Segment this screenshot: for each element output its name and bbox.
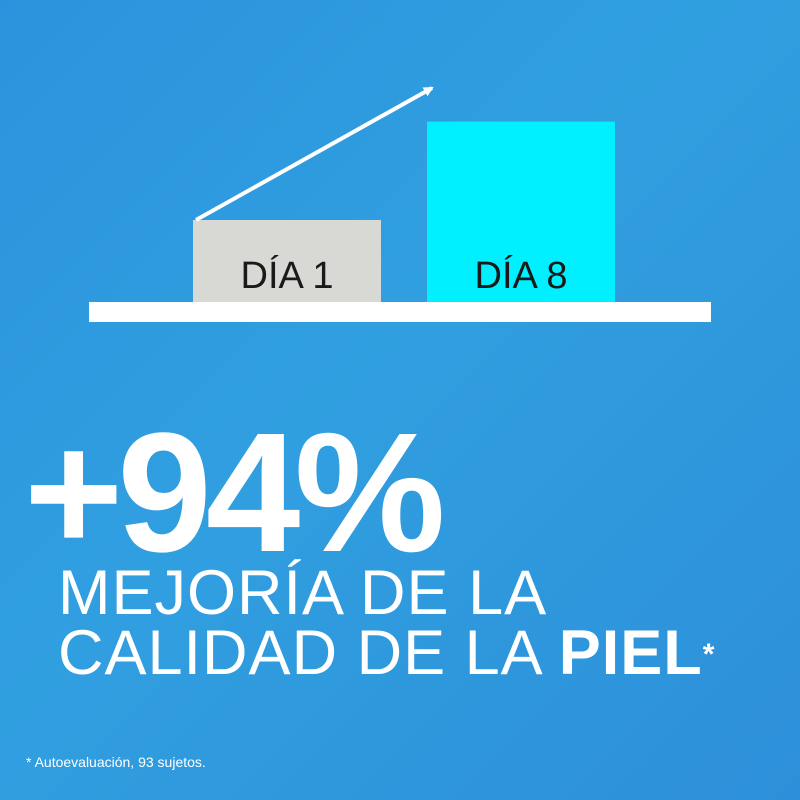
bar-chart: DÍA 1 DÍA 8 [89, 86, 711, 322]
bar-label-dia-8: DÍA 8 [475, 254, 568, 297]
bar-label-dia-1: DÍA 1 [241, 254, 334, 297]
footnote-marker: * [702, 638, 716, 671]
bar-dia-8 [427, 121, 615, 302]
headline-line-1: MEJORÍA DE LA [58, 558, 548, 628]
footnote-text: * Autoevaluación, 93 sujetos. [26, 754, 206, 770]
headline-percentage: +94% [24, 398, 446, 588]
headline-emphasis-word: PIEL [558, 618, 703, 688]
headline-line-2: CALIDAD DE LA PIEL* [58, 620, 715, 686]
trend-arrow [195, 86, 434, 222]
baseline [89, 302, 711, 322]
bar-dia-1 [193, 220, 381, 302]
headline-line-2-prefix: CALIDAD DE LA [58, 618, 559, 688]
